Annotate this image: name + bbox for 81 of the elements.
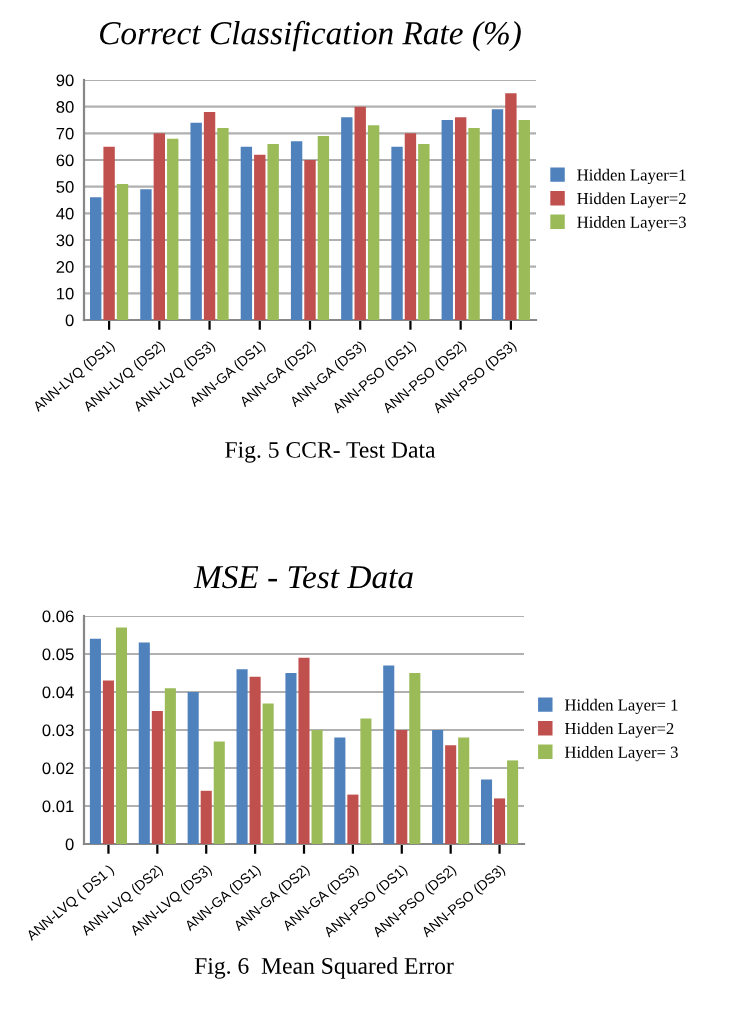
chart-title: MSE - Test Data	[193, 565, 413, 589]
bar	[418, 144, 430, 320]
y-tick-label: 90	[56, 74, 74, 87]
bar	[203, 112, 216, 320]
bar	[190, 122, 202, 320]
chart-title: Correct Classification Rate (%)	[100, 20, 521, 52]
bar	[505, 93, 517, 320]
bar	[334, 737, 346, 844]
bar	[317, 136, 330, 320]
y-tick-label: 0.06	[42, 610, 74, 623]
bar	[90, 197, 102, 320]
legend-label: Hidden Layer=2	[564, 722, 674, 738]
bar	[262, 703, 274, 844]
caption: Fig. 5 CCR- Test Data	[225, 441, 436, 463]
y-tick-label: 20	[56, 261, 74, 273]
y-tick-label: 0.01	[42, 800, 74, 813]
y-tick-label: 0	[65, 314, 74, 327]
bar	[138, 642, 150, 844]
bar	[217, 128, 229, 320]
bar	[396, 730, 408, 844]
y-tick-label: 0.02	[42, 762, 74, 775]
bar	[249, 676, 261, 844]
bar	[116, 184, 129, 320]
bar	[102, 680, 114, 844]
legend-label: Hidden Layer= 1	[564, 698, 678, 715]
y-tick-label: 30	[56, 234, 74, 247]
bar	[298, 657, 310, 844]
bar	[445, 745, 457, 844]
bar	[103, 146, 115, 320]
bar	[347, 794, 359, 844]
bar	[290, 141, 303, 320]
bar	[213, 741, 225, 844]
bar	[311, 730, 323, 844]
bar	[491, 109, 504, 320]
bar	[200, 790, 212, 844]
y-tick-label: 80	[56, 101, 74, 113]
bar	[360, 718, 372, 844]
bar	[304, 160, 316, 320]
bar	[354, 106, 366, 320]
bar	[409, 673, 421, 844]
legend-label: Hidden Layer=1	[577, 168, 686, 185]
bar	[494, 798, 506, 844]
bar	[454, 117, 467, 320]
bar	[89, 638, 101, 844]
y-tick-label: 0.04	[42, 686, 74, 699]
bar	[140, 189, 152, 320]
bar	[458, 737, 470, 844]
bar	[441, 120, 453, 320]
bar	[236, 669, 248, 844]
y-tick-label: 0.03	[42, 724, 74, 737]
bar	[267, 144, 279, 320]
y-tick-label: 10	[57, 287, 74, 300]
y-tick-label: 50	[56, 181, 74, 193]
y-tick-label: 70	[56, 127, 74, 140]
bar	[115, 627, 128, 844]
y-tick-label: 60	[56, 154, 74, 167]
bar	[187, 692, 199, 844]
bar	[432, 730, 444, 844]
bar	[480, 779, 493, 844]
bar	[151, 711, 163, 844]
bar	[285, 673, 297, 844]
bar	[391, 146, 403, 320]
y-tick-label: 0.05	[42, 648, 74, 661]
bar	[507, 760, 519, 844]
bar	[404, 133, 417, 320]
legend-label: Hidden Layer=2	[577, 192, 686, 208]
bar	[167, 138, 179, 320]
bar	[383, 665, 395, 844]
bar	[240, 146, 253, 320]
bar	[367, 125, 380, 320]
legend-label: Hidden Layer=3	[577, 216, 686, 232]
bar	[468, 128, 480, 320]
bar	[254, 154, 266, 320]
legend-label: Hidden Layer= 3	[564, 746, 678, 762]
bar	[341, 117, 353, 320]
y-tick-label: 0	[65, 838, 74, 851]
bar	[153, 133, 166, 320]
y-tick-label: 40	[56, 207, 74, 220]
bar	[164, 688, 176, 844]
bar	[518, 120, 530, 320]
caption: Fig. 6 Mean Squared Error	[194, 957, 454, 979]
